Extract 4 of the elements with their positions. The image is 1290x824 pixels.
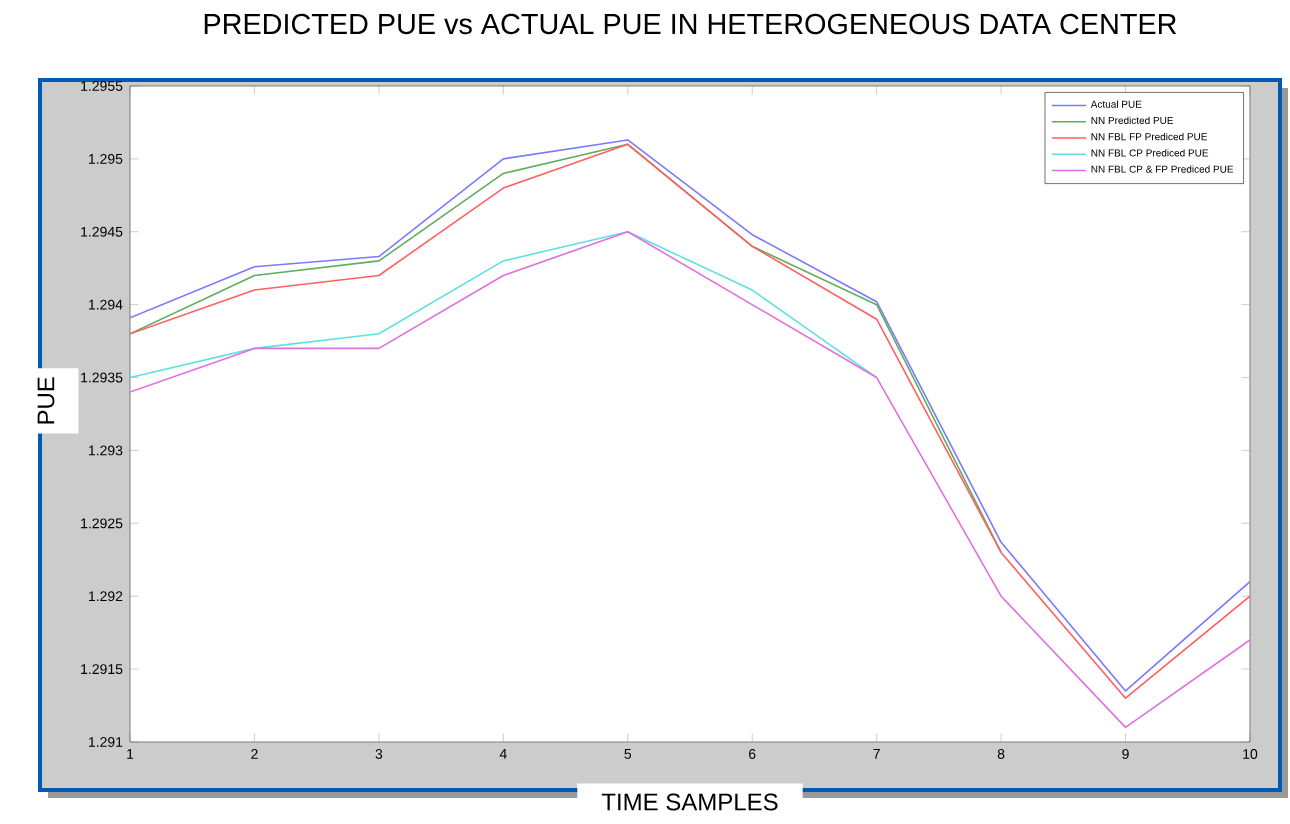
y-axis-title: PUE [37, 377, 55, 424]
x-axis-title: TIME SAMPLES [601, 793, 778, 811]
line-series [130, 230, 878, 379]
chart-title: PREDICTED PUE vs ACTUAL PUE IN HETEROGENEOUS DATA CENTER [204, 13, 1177, 35]
